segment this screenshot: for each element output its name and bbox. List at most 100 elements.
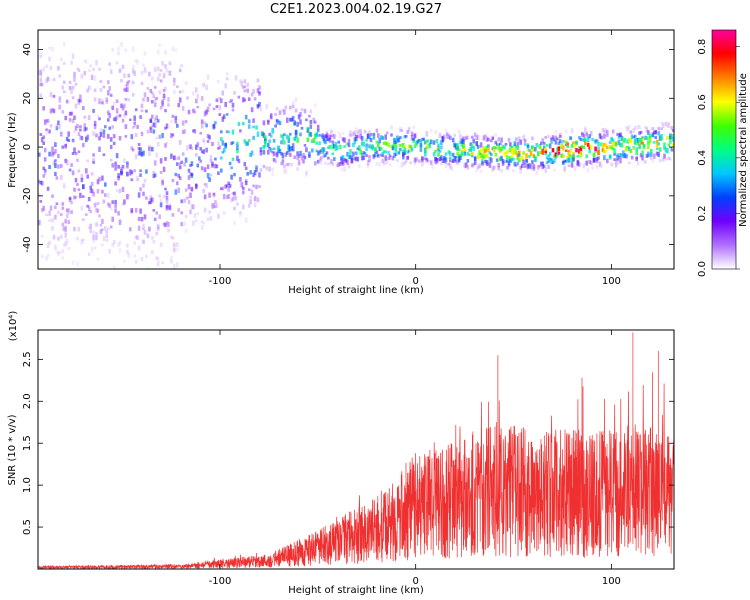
spectrogram-cell — [463, 162, 467, 169]
spectrogram-cell — [382, 160, 386, 166]
spectrogram-cell — [566, 142, 569, 146]
spectrogram-cell — [287, 146, 291, 153]
spectrogram-cell — [217, 141, 220, 146]
spectrogram-cell — [195, 87, 198, 93]
spectrogram-cell — [79, 99, 82, 103]
spectrogram-cell — [218, 113, 222, 116]
spectrogram-cell — [296, 167, 299, 171]
spectrogram-cell — [74, 177, 78, 183]
spectrogram-cell — [660, 127, 663, 130]
spectrogram-cell — [57, 65, 60, 71]
spectrogram-cell — [117, 51, 120, 56]
spectrogram-cell — [471, 163, 474, 168]
spectrogram-cell — [58, 98, 62, 103]
spectrogram-cell — [190, 173, 194, 177]
spectrogram-cell — [83, 59, 87, 63]
spectrogram-cell — [252, 125, 255, 129]
spectrogram-cell — [454, 144, 458, 150]
spectrogram-cell — [390, 125, 393, 130]
spectrogram-cell — [595, 158, 599, 164]
spectrogram-cell — [140, 217, 144, 222]
spectrogram-cell — [657, 142, 660, 146]
spectrogram-cell — [98, 67, 101, 71]
snr-x-tick-label: 100 — [602, 576, 621, 587]
spectrogram-cell — [381, 151, 384, 156]
spectrogram-cell — [253, 170, 257, 176]
spectrogram-cell — [512, 169, 515, 173]
spectrogram-cell — [572, 152, 575, 157]
spectrogram-cell — [48, 240, 51, 245]
spectrogram-cell — [541, 161, 544, 167]
spectrogram-cell — [82, 195, 85, 198]
spectrogram-cell — [544, 150, 547, 154]
spectrogram-cell — [134, 208, 138, 213]
spectrogram-cell — [168, 70, 172, 76]
spectrogram-cell — [375, 128, 379, 133]
spectrogram-cell — [466, 159, 470, 163]
spectrogram-cell — [183, 198, 186, 203]
spectrogram-cell — [178, 90, 182, 94]
spectrogram-cell — [606, 130, 609, 134]
spectrogram-cell — [139, 187, 142, 192]
spectrogram-cell — [594, 146, 597, 152]
spectrogram-cell — [82, 106, 85, 111]
spectrogram-cell — [224, 184, 227, 189]
spectrogram-cell — [366, 160, 370, 166]
spectrogram-cell — [140, 81, 144, 86]
spectrogram-cell — [509, 155, 512, 160]
spectrogram-cell — [421, 137, 424, 141]
spectrogram-cell — [102, 236, 106, 241]
spectrogram-cell — [142, 191, 145, 196]
spectrogram-cell — [156, 49, 160, 55]
spectrogram-cell — [42, 174, 45, 178]
spectrogram-cell — [647, 151, 650, 157]
spectrogram-cell — [382, 142, 386, 145]
spectrogram-cell — [394, 144, 398, 149]
spectrogram-cell — [669, 133, 672, 138]
spectrogram-cell — [52, 108, 56, 114]
spectrogram-cell — [327, 146, 330, 150]
spectrogram-cell — [51, 152, 54, 157]
spectrogram-cell — [562, 140, 565, 143]
spectrogram-cell — [256, 197, 260, 203]
spectrogram-cell — [272, 151, 276, 157]
spectrogram-cell — [451, 152, 455, 157]
spectrogram-cell — [71, 152, 75, 155]
spectrogram-cell — [281, 157, 285, 163]
spectrogram-cell — [192, 91, 195, 96]
spectrogram-cell — [42, 166, 45, 170]
spectrogram-cell — [529, 164, 533, 170]
spectrogram-cell — [38, 152, 41, 157]
spectrogram-cell — [305, 147, 308, 153]
spectrogram-cell — [526, 148, 530, 152]
spectrogram-cell — [139, 169, 142, 173]
spectrogram-cell — [355, 134, 358, 138]
spectrogram-cell — [318, 150, 321, 155]
spectrogram-cell — [118, 69, 122, 73]
spectrogram-cell — [312, 117, 316, 124]
spectrogram-cell — [80, 136, 84, 141]
spectrogram-cell — [193, 213, 197, 218]
spectrogram-cell — [174, 48, 178, 52]
spectrogram-cell — [641, 154, 644, 161]
spectrogram-cell — [620, 136, 624, 141]
spectrogram-cell — [54, 205, 57, 210]
spectrogram-cell — [347, 164, 351, 169]
spectrogram-cell — [622, 150, 625, 154]
spectrogram-cell — [465, 162, 468, 168]
spectrogram-cell — [579, 146, 583, 151]
spectrogram-cell — [286, 163, 289, 167]
spectrogram-cell — [485, 145, 489, 150]
spectrogram-cell — [111, 47, 114, 52]
spectrogram-cell — [136, 178, 139, 182]
spectrogram-cell — [456, 146, 459, 151]
spectrogram-cell — [424, 151, 427, 157]
spectrogram-cell — [402, 149, 405, 155]
spectrogram-cell — [440, 155, 443, 161]
spectrogram-cell — [440, 140, 443, 146]
spectrogram-cell — [87, 206, 91, 212]
spectrogram-cell — [82, 238, 85, 242]
spectrogram-cell — [269, 113, 273, 119]
spectrogram-cell — [222, 148, 226, 153]
spectrogram-cell — [366, 163, 370, 169]
